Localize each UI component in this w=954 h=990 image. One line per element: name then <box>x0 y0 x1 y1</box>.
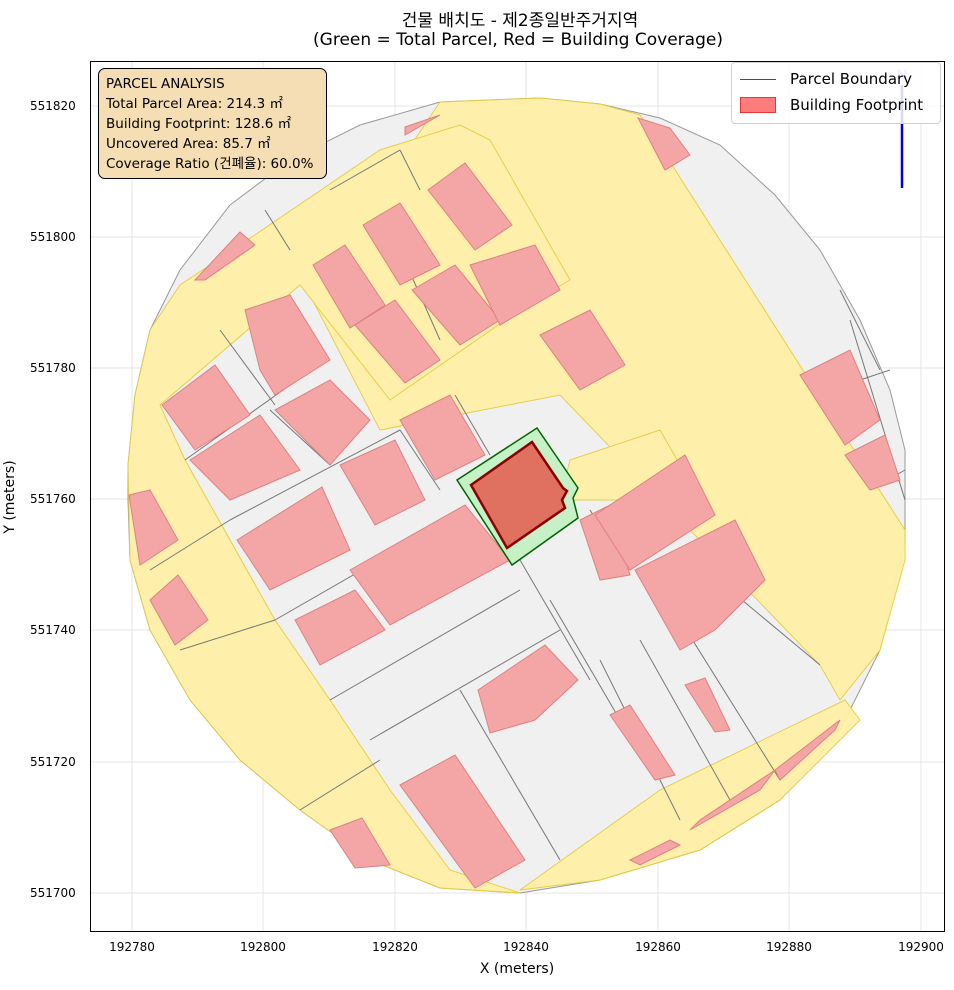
building <box>774 719 841 781</box>
info-coverage: Coverage Ratio (건폐율): 60.0% <box>106 156 314 172</box>
building <box>404 114 441 136</box>
x-axis-label: X (meters) <box>479 961 555 977</box>
building <box>634 519 766 651</box>
building <box>427 162 513 251</box>
building <box>149 574 209 646</box>
building <box>274 379 371 466</box>
parcel-analysis-box: PARCEL ANALYSIS Total Parcel Area: 214.3… <box>98 68 327 179</box>
building <box>329 817 391 869</box>
x-tick-label: 192840 <box>503 940 549 954</box>
building <box>684 677 731 733</box>
building <box>312 244 386 329</box>
building <box>399 754 526 889</box>
building <box>844 434 901 491</box>
y-tick-label: 551700 <box>30 886 76 900</box>
info-total-area: Total Parcel Area: 214.3 ㎡ <box>106 96 283 112</box>
building <box>244 294 331 396</box>
chart-title: 건물 배치도 - 제2종일반주거지역 <box>401 11 639 31</box>
building <box>362 202 441 286</box>
building <box>469 244 561 326</box>
parcel-line-swatch <box>740 78 776 80</box>
building <box>193 231 256 281</box>
building <box>294 589 386 666</box>
y-tick-label: 551820 <box>30 99 76 113</box>
building <box>161 364 251 451</box>
building <box>354 299 441 384</box>
info-title: PARCEL ANALYSIS <box>106 76 225 92</box>
y-tick-label: 551780 <box>30 361 76 375</box>
info-uncovered: Uncovered Area: 85.7 ㎡ <box>106 136 271 152</box>
building <box>128 489 179 566</box>
legend-label: Building Footprint <box>790 96 924 114</box>
building-swatch <box>740 97 776 113</box>
legend-item-parcel: Parcel Boundary <box>740 70 912 88</box>
y-tick-label: 551740 <box>30 623 76 637</box>
building <box>339 439 426 526</box>
y-axis-label: Y (meters) <box>2 460 18 534</box>
x-tick-label: 192860 <box>635 940 681 954</box>
building <box>628 839 682 866</box>
building <box>539 309 626 391</box>
info-footprint: Building Footprint: 128.6 ㎡ <box>106 116 292 132</box>
building <box>399 394 486 481</box>
legend-item-building: Building Footprint <box>740 96 923 114</box>
chart-subtitle: (Green = Total Parcel, Red = Building Co… <box>313 30 723 50</box>
y-tick-label: 551760 <box>30 492 76 506</box>
legend: Parcel Boundary Building Footprint <box>731 62 941 124</box>
building <box>579 504 631 581</box>
x-tick-label: 192800 <box>240 940 286 954</box>
target-building <box>469 440 569 550</box>
x-tick-label: 192900 <box>898 940 944 954</box>
building <box>594 454 716 571</box>
legend-label: Parcel Boundary <box>790 70 913 88</box>
x-tick-label: 192880 <box>766 940 812 954</box>
building <box>609 704 676 781</box>
building-footprints <box>128 114 901 889</box>
building <box>637 117 691 171</box>
x-tick-label: 192820 <box>372 940 418 954</box>
building <box>189 414 301 501</box>
building <box>477 644 579 734</box>
x-tick-label: 192780 <box>109 940 155 954</box>
y-tick-label: 551720 <box>30 755 76 769</box>
building <box>236 486 351 591</box>
building <box>799 349 881 446</box>
y-tick-label: 551800 <box>30 230 76 244</box>
